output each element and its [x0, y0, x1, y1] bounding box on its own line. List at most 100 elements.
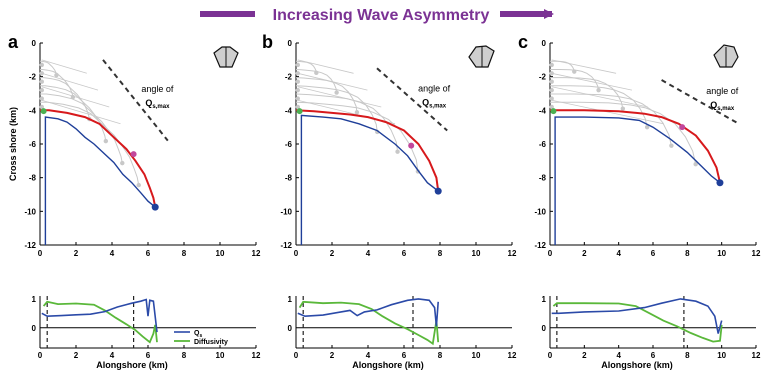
qs-max-marker — [408, 142, 415, 149]
x-tick-label: 12 — [252, 249, 261, 258]
previous-origin-point — [549, 62, 554, 68]
previous-shoreline — [295, 69, 338, 93]
previous-origin-point — [549, 96, 554, 101]
y-tick-label: 0 — [288, 39, 293, 48]
qs-series — [41, 298, 158, 333]
sub-x-tick-label: 0 — [294, 351, 299, 360]
y-tick-label: -8 — [29, 174, 37, 183]
sub-x-tick-label: 8 — [182, 351, 187, 360]
lower-shoreline — [300, 114, 439, 245]
sub-x-tick-label: 8 — [685, 351, 690, 360]
angle-qsmax-line — [102, 59, 169, 142]
previous-origin-point — [39, 87, 44, 93]
previous-shoreline — [550, 77, 624, 109]
sub-x-tick-label: 0 — [548, 351, 553, 360]
ghost-connector — [41, 72, 99, 91]
x-tick-label: 10 — [216, 249, 225, 258]
angle-annotation-line2: Qs,max — [422, 97, 447, 109]
previous-shoreline — [550, 101, 697, 165]
sub-y-tick-label: 0 — [288, 324, 293, 333]
x-tick-label: 2 — [582, 249, 587, 258]
ghost-connector — [551, 72, 633, 91]
y-tick-label: -6 — [29, 140, 37, 149]
x-tick-label: 4 — [366, 249, 371, 258]
previous-shoreline — [295, 60, 317, 73]
x-tick-label: 8 — [182, 249, 187, 258]
sub-x-tick-label: 2 — [582, 351, 587, 360]
x-tick-label: 2 — [330, 249, 335, 258]
angle-qsmax-line — [661, 79, 740, 125]
ghost-connector — [297, 86, 382, 108]
sub-x-tick-label: 4 — [110, 351, 115, 360]
y-tick-label: -4 — [285, 106, 293, 115]
y-tick-label: -4 — [539, 106, 547, 115]
upper-shoreline — [295, 109, 440, 192]
sub-x-tick-label: 10 — [717, 351, 726, 360]
previous-origin-point — [39, 62, 44, 68]
shoreline-start-marker — [296, 108, 303, 115]
y-tick-label: -12 — [534, 241, 546, 250]
panel-letter: a — [8, 32, 19, 52]
legend-diffusivity-label: Diffusivity — [194, 339, 228, 346]
previous-origin-point — [39, 79, 44, 84]
ghost-connector — [551, 59, 617, 74]
x-tick-label: 4 — [110, 249, 115, 258]
previous-shoreline — [40, 101, 140, 186]
previous-shoreline-point — [596, 87, 601, 93]
previous-shoreline — [40, 93, 123, 164]
previous-origin-point — [549, 87, 554, 93]
previous-shoreline — [295, 77, 358, 113]
previous-shoreline-point — [120, 160, 125, 166]
diffusivity-series — [552, 302, 723, 343]
sub-y-tick-label: 0 — [32, 324, 37, 333]
qs-series — [551, 298, 723, 334]
x-tick-label: 2 — [74, 249, 79, 258]
upper-shoreline — [550, 109, 721, 183]
lower-shoreline — [44, 116, 156, 245]
angle-annotation-line2: Qs,max — [710, 100, 735, 112]
previous-shoreline-point — [693, 162, 698, 167]
sub-x-tick-label: 12 — [752, 351, 761, 360]
angle-annotation-line1: angle of — [141, 84, 174, 94]
x-tick-label: 8 — [685, 249, 690, 258]
sub-x-tick-label: 6 — [402, 351, 407, 360]
sub-x-tick-label: 6 — [651, 351, 656, 360]
y-tick-label: -2 — [285, 73, 293, 82]
y-tick-label: -2 — [539, 73, 547, 82]
ghost-connector — [297, 72, 368, 91]
sub-x-tick-label: 4 — [366, 351, 371, 360]
sub-x-tick-label: 4 — [616, 351, 621, 360]
previous-origin-point — [295, 62, 300, 68]
header-banner: Increasing Wave Asymmetry — [200, 7, 554, 24]
ghost-connector — [41, 86, 110, 108]
shoreline-end-marker — [716, 179, 724, 187]
sub-x-tick-label: 12 — [508, 351, 517, 360]
previous-shoreline-point — [334, 90, 339, 95]
upper-shoreline — [40, 109, 157, 208]
x-tick-label: 4 — [616, 249, 621, 258]
previous-shoreline-point — [644, 124, 650, 130]
previous-origin-point — [549, 79, 554, 84]
sub-x-tick-label: 10 — [216, 351, 225, 360]
previous-shoreline-point — [103, 138, 109, 144]
panel-letter: c — [518, 32, 528, 52]
lower-shoreline — [554, 116, 721, 245]
qs-series — [297, 298, 439, 327]
sub-x-tick-label: 10 — [472, 351, 481, 360]
sub-x-axis-label: Alongshore (km) — [352, 360, 424, 370]
sub-x-tick-label: 6 — [146, 351, 151, 360]
x-tick-label: 12 — [752, 249, 761, 258]
shoreline-start-marker — [550, 108, 557, 115]
previous-shoreline — [295, 101, 419, 172]
ghost-connector — [551, 99, 664, 125]
sub-x-tick-label: 2 — [74, 351, 79, 360]
angle-annotation-line1: angle of — [418, 83, 451, 93]
y-tick-label: -10 — [534, 207, 546, 216]
sub-x-tick-label: 0 — [38, 351, 43, 360]
angle-annotation-line2: Qs,max — [145, 98, 170, 110]
